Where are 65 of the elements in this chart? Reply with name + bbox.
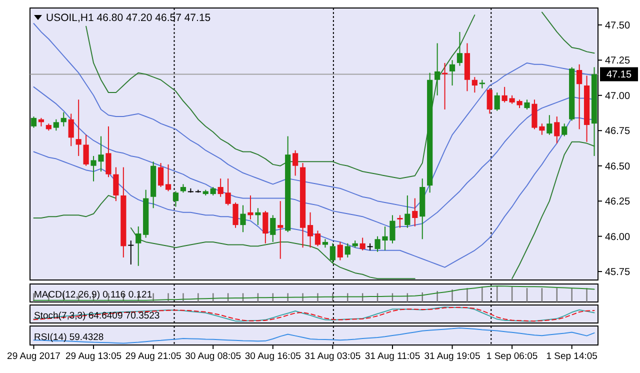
candlestick bbox=[53, 118, 59, 132]
candlestick bbox=[113, 166, 119, 202]
y-tick-label: 47.00 bbox=[605, 90, 630, 102]
ref-line-label: 47.15 bbox=[606, 70, 632, 81]
y-tick-label: 45.75 bbox=[605, 267, 630, 278]
candlestick bbox=[270, 214, 276, 242]
candlestick bbox=[404, 194, 410, 228]
candlestick bbox=[472, 76, 478, 94]
candlestick bbox=[360, 237, 366, 251]
x-tick-label: 31 Aug 11:05 bbox=[364, 351, 420, 362]
candlestick bbox=[456, 31, 463, 66]
candlestick bbox=[76, 99, 82, 156]
candlestick bbox=[554, 116, 560, 144]
candlestick bbox=[248, 194, 254, 220]
candlestick bbox=[524, 99, 530, 110]
candlestick bbox=[546, 114, 552, 136]
candlestick bbox=[240, 204, 246, 233]
candlestick bbox=[330, 242, 336, 264]
candlestick bbox=[232, 202, 238, 228]
x-tick-label: 1 Sep 06:05 bbox=[486, 351, 538, 362]
y-tick-label: 47.50 bbox=[605, 20, 630, 32]
candlestick bbox=[307, 212, 314, 248]
candlestick bbox=[502, 86, 508, 103]
x-tick-label: 30 Aug 08:05 bbox=[185, 351, 242, 362]
candlestick bbox=[562, 123, 568, 137]
candlestick bbox=[218, 178, 224, 198]
candlestick bbox=[314, 230, 321, 247]
x-tick-label: 29 Aug 2017 bbox=[7, 351, 60, 362]
candlestick bbox=[344, 242, 350, 258]
x-tick-label: 30 Aug 16:05 bbox=[244, 351, 301, 362]
y-tick-label: 46.00 bbox=[605, 232, 630, 243]
x-tick-label: 31 Aug 03:05 bbox=[304, 351, 361, 362]
x-tick-label: 29 Aug 21:05 bbox=[125, 351, 182, 362]
candlestick bbox=[158, 162, 164, 188]
chart-title: USOIL,H1 46.80 47.20 46.57 47.15 bbox=[46, 12, 211, 24]
candlestick bbox=[412, 198, 418, 227]
candlestick bbox=[83, 134, 89, 166]
candlestick bbox=[494, 92, 500, 112]
y-tick-label: 46.25 bbox=[605, 196, 630, 208]
candlestick bbox=[136, 226, 142, 266]
candlestick bbox=[397, 214, 403, 228]
x-tick-label: 31 Aug 19:05 bbox=[424, 351, 480, 362]
candlestick bbox=[576, 64, 582, 130]
candlestick bbox=[434, 42, 440, 96]
candlestick bbox=[165, 164, 172, 192]
x-tick-label: 1 Sep 14:05 bbox=[546, 351, 598, 362]
candlestick bbox=[337, 241, 343, 261]
y-tick-label: 46.50 bbox=[605, 161, 630, 172]
y-tick-label: 46.75 bbox=[605, 126, 630, 138]
candlestick bbox=[225, 178, 231, 206]
candlestick bbox=[449, 60, 456, 86]
x-tick-label: 29 Aug 13:05 bbox=[66, 351, 122, 362]
chart-title: RSI(14) 59.4328 bbox=[34, 332, 104, 343]
candlestick bbox=[128, 240, 134, 265]
candlestick bbox=[278, 200, 284, 260]
candlestick bbox=[106, 126, 112, 178]
candlestick bbox=[292, 150, 298, 176]
candlestick bbox=[172, 190, 179, 208]
candlestick bbox=[262, 210, 268, 244]
candlestick bbox=[30, 116, 37, 128]
chart-title: MACD(12,26,9) 0.116 0.121 bbox=[34, 289, 152, 300]
candlestick bbox=[486, 88, 492, 114]
candlestick bbox=[60, 112, 66, 127]
candlestick bbox=[68, 113, 74, 147]
y-tick-label: 47.25 bbox=[605, 56, 630, 67]
